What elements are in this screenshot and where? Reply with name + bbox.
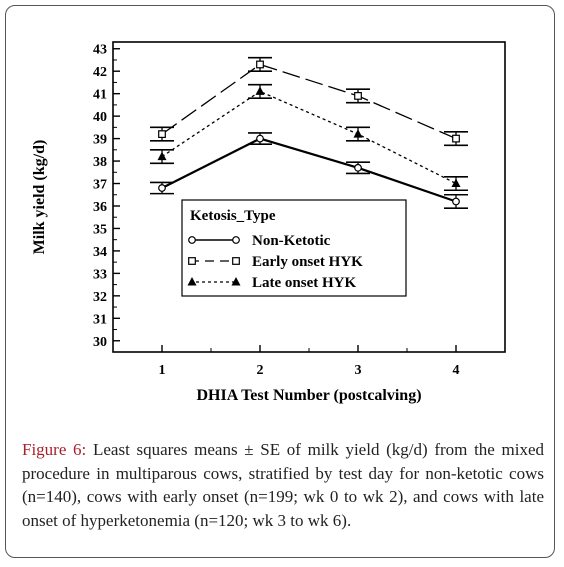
legend-title: Ketosis_Type xyxy=(190,208,276,224)
legend-marker-right-1 xyxy=(232,257,240,265)
data-point-0 xyxy=(354,163,362,172)
legend-marker-right-2 xyxy=(231,277,241,286)
data-point-0 xyxy=(256,134,264,143)
y-tick-label: 43 xyxy=(93,43,107,58)
data-point-2 xyxy=(353,129,363,138)
y-tick-label: 36 xyxy=(93,200,107,215)
y-tick-label: 31 xyxy=(93,312,107,327)
y-tick-label: 41 xyxy=(93,88,107,103)
y-tick-label: 32 xyxy=(93,290,107,305)
x-tick-label: 4 xyxy=(453,363,460,378)
data-point-0 xyxy=(158,184,166,192)
y-tick-label: 38 xyxy=(93,155,107,170)
data-point-1 xyxy=(158,130,166,139)
data-point-1 xyxy=(256,60,264,69)
x-axis-label: DHIA Test Number (postcalving) xyxy=(196,387,421,404)
y-tick-label: 42 xyxy=(93,65,107,80)
figure-caption: Figure 6: Least squares means ± SE of mi… xyxy=(22,438,544,532)
x-tick-label: 2 xyxy=(257,363,264,378)
y-tick-label: 35 xyxy=(93,222,107,237)
legend-entry-2: Late onset HYK xyxy=(252,275,356,291)
data-point-0 xyxy=(452,197,460,206)
data-point-1 xyxy=(354,92,362,100)
legend-marker-left-2 xyxy=(187,277,197,286)
series-line-2 xyxy=(161,90,457,185)
y-tick-label: 39 xyxy=(93,133,107,148)
legend-entry-1: Early onset HYK xyxy=(252,254,363,270)
legend-marker-left-1 xyxy=(188,257,196,265)
figure-label: Figure 6: xyxy=(22,440,87,459)
data-point-2 xyxy=(255,86,265,95)
x-tick-label: 1 xyxy=(159,363,166,378)
y-tick-label: 33 xyxy=(93,267,107,282)
series-line-1 xyxy=(161,63,457,140)
y-tick-label: 30 xyxy=(93,335,107,350)
data-point-2 xyxy=(157,151,167,161)
x-tick-label: 3 xyxy=(355,363,362,378)
y-axis-label: Milk yield (kg/d) xyxy=(31,140,48,255)
legend-entry-0: Non-Ketotic xyxy=(252,233,331,249)
data-point-1 xyxy=(452,134,460,143)
data-point-2 xyxy=(451,178,461,188)
y-tick-label: 37 xyxy=(93,178,107,193)
legend-box xyxy=(181,199,407,297)
caption-text: Least squares means ± SE of milk yield (… xyxy=(22,440,545,530)
y-tick-label: 34 xyxy=(93,245,107,260)
y-tick-label: 40 xyxy=(93,110,107,125)
series-line-0 xyxy=(161,137,457,203)
legend-marker-right-0 xyxy=(232,236,240,244)
legend-marker-left-0 xyxy=(188,236,196,244)
